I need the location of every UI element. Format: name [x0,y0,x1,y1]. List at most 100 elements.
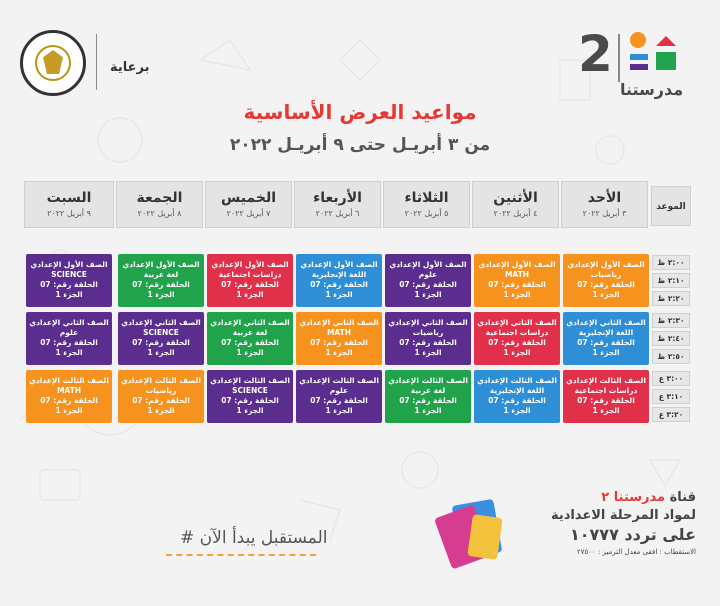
program-cell: الصف الثالث الإعدادي اللغة الإنجليزية الحل… [474,370,560,423]
program-grade: الصف الأول الإعدادي [389,260,467,269]
day-name: الجمعة [136,190,183,206]
program-ep: الحلقة رقم: 07 [577,338,635,347]
program-grade: الصف الأول الإعدادي [478,260,556,269]
day-date: ٩ أبريل ٢٠٢٢ [47,209,91,218]
program-part: الجزء 1 [236,406,264,415]
program-cell: الصف الثاني الإعدادي MATH الحلقة رقم: 07 ال… [296,312,382,365]
program-subject: MATH [326,328,352,337]
program-ep: الحلقة رقم: 07 [399,280,457,289]
program-cell: الصف الأول الإعدادي MATH الحلقة رقم: 07 الج… [474,254,560,307]
program-subject: SCIENCE [232,386,268,395]
program-grade: الصف الثاني الإعدادي [121,318,201,327]
day-name: الأثنين [493,190,538,206]
program-part: الجزء 1 [325,406,353,415]
day-date: ٦ أبريل ٢٠٢٢ [315,209,360,218]
channel-highlight: مدرستنا ٢ [601,490,666,505]
program-part: الجزء 1 [147,348,175,357]
program-subject: اللغة الإنجليزية [311,270,367,279]
program-part: الجزء 1 [503,348,531,357]
program-subject: اللغة الإنجليزية [489,386,545,395]
program-part: الجزء 1 [325,290,353,299]
program-part: الجزء 1 [147,290,175,299]
program-grade: الصف الثاني الإعدادي [29,318,109,327]
day-header: السبت ٩ أبريل ٢٠٢٢ [24,181,114,228]
program-grade: الصف الثاني الإعدادي [477,318,557,327]
day-header: الأربعاء ٦ أبريل ٢٠٢٢ [294,181,381,228]
program-part: الجزء 1 [414,406,442,415]
tagline: # المستقبل يبدأ الآن [166,528,328,556]
time-slot: ٢:١٠ ظ [652,273,690,288]
program-grade: الصف الثالث الإعدادي [29,376,109,385]
program-ep: الحلقة رقم: 07 [40,338,98,347]
program-cell: الصف الأول الإعدادي لغة عربية الحلقة رقم: … [118,254,204,307]
program-subject: لغة عربية [232,328,268,337]
program-grade: الصف الأول الإعدادي [211,260,289,269]
program-subject: رياضيات [590,270,622,279]
program-ep: الحلقة رقم: 07 [221,396,279,405]
day-header: الثلاثاء ٥ أبريل ٢٠٢٢ [383,181,470,228]
day-header: الجمعة ٨ أبريل ٢٠٢٢ [116,181,203,228]
day-header: الخميس ٧ أبريل ٢٠٢٢ [205,181,292,228]
program-ep: الحلقة رقم: 07 [577,280,635,289]
program-ep: الحلقة رقم: 07 [221,280,279,289]
program-part: الجزء 1 [592,290,620,299]
program-ep: الحلقة رقم: 07 [310,396,368,405]
day-date: ٨ أبريل ٢٠٢٢ [137,209,182,218]
program-grade: الصف الثالث الإعدادي [210,376,290,385]
program-ep: الحلقة رقم: 07 [221,338,279,347]
program-cell: الصف الثالث الإعدادي لغة عربية الحلقة رقم:… [385,370,471,423]
time-slot: ٣:١٠ ع [652,389,690,404]
program-ep: الحلقة رقم: 07 [132,396,190,405]
channel-tech-info: الاستقطاب : افقى معدل الترميز : ٢٧٥٠٠ [576,548,696,556]
day-header: الأثنين ٤ أبريل ٢٠٢٢ [472,181,559,228]
channel-name: مدرستنا [620,80,684,99]
program-cell: الصف الأول الإعدادي رياضيات الحلقة رقم: 07… [563,254,649,307]
tagline-underline [166,554,316,556]
program-grade: الصف الثالث الإعدادي [388,376,468,385]
day-name: الأربعاء [313,190,362,206]
program-cell: الصف الأول الإعدادي SCIENCE الحلقة رقم: 07… [26,254,112,307]
day-date: ٣ أبريل ٢٠٢٢ [582,209,627,218]
program-grade: الصف الأول الإعدادي [30,260,108,269]
program-cell: الصف الثاني الإعدادي اللغة الإنجليزية الحل… [563,312,649,365]
program-subject: SCIENCE [51,270,87,279]
program-subject: رياضيات [145,386,177,395]
channel-info: قناة مدرستنا ٢ لمواد المرحلة الاعدادية ع… [551,490,696,556]
program-part: الجزء 1 [503,290,531,299]
program-subject: اللغة الإنجليزية [578,328,634,337]
program-grade: الصف الثاني الإعدادي [388,318,468,327]
program-cell: الصف الثاني الإعدادي رياضيات الحلقة رقم: 0… [385,312,471,365]
program-cell: الصف الثاني الإعدادي لغة عربية الحلقة رقم:… [207,312,293,365]
day-date: ٥ أبريل ٢٠٢٢ [404,209,449,218]
program-grade: الصف الثالث الإعدادي [566,376,646,385]
program-part: الجزء 1 [414,290,442,299]
program-cell: الصف الثالث الإعدادي MATH الحلقة رقم: 07 ال… [26,370,112,423]
program-part: الجزء 1 [325,348,353,357]
madrasatna-logo-icon [630,32,676,70]
program-part: الجزء 1 [592,406,620,415]
day-date: ٤ أبريل ٢٠٢٢ [493,209,538,218]
channel-prefix: قناة [669,490,696,505]
program-ep: الحلقة رقم: 07 [40,280,98,289]
program-ep: الحلقة رقم: 07 [488,338,546,347]
program-ep: الحلقة رقم: 07 [310,338,368,347]
sponsor-block: برعاية [20,26,160,96]
day-name: الخميس [220,190,277,206]
channel-number: 2 [578,25,613,83]
sponsor-label: برعاية [110,60,150,75]
program-ep: الحلقة رقم: 07 [399,396,457,405]
program-grade: الصف الأول الإعدادي [122,260,200,269]
program-ep: الحلقة رقم: 07 [488,280,546,289]
program-ep: الحلقة رقم: 07 [40,396,98,405]
program-subject: لغة عربية [143,270,179,279]
program-grade: الصف الثالث الإعدادي [121,376,201,385]
program-grade: الصف الثاني الإعدادي [566,318,646,327]
program-cell: الصف الأول الإعدادي علوم الحلقة رقم: 07 الج… [385,254,471,307]
program-cell: الصف الثالث الإعدادي علوم الحلقة رقم: 07 ال… [296,370,382,423]
program-ep: الحلقة رقم: 07 [310,280,368,289]
program-subject: دراسات اجتماعية [485,328,549,337]
program-cell: الصف الأول الإعدادي دراسات اجتماعية الحلقة… [207,254,293,307]
logo-divider [618,34,620,82]
time-slot: ٢:٥٠ ظ [652,349,690,364]
program-cell: الصف الثالث الإعدادي رياضيات الحلقة رقم: 0… [118,370,204,423]
